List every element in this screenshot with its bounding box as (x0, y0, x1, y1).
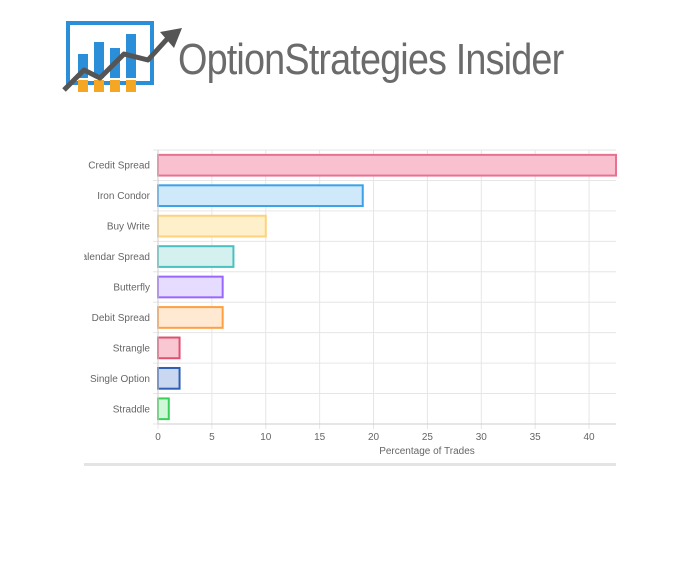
bar-iron-condor (157, 184, 364, 208)
bar-butterfly (157, 275, 224, 299)
bar-straddle (157, 397, 170, 421)
brand-name-1: Option (178, 35, 285, 84)
category-label: Credit Spread (88, 161, 150, 172)
chart-svg: 0 5 10 15 20 25 30 35 40 Credit Spread Iron Condor… (84, 149, 617, 457)
bar-credit-spread (157, 153, 617, 177)
x-tick-label: 15 (314, 432, 326, 443)
brand-wordmark: OptionStrategies Insider (178, 35, 564, 85)
category-label: Single Option (90, 374, 150, 385)
bar-calendar-spread (157, 245, 235, 268)
category-label: Straddle (113, 404, 151, 415)
x-tick-label: 10 (260, 432, 272, 443)
brand-logo: OptionStrategies Insider (60, 20, 650, 100)
bar-debit-spread (157, 306, 224, 329)
bar-single-option (157, 366, 181, 390)
category-label: Debit Spread (92, 313, 150, 324)
x-tick-label: 35 (530, 432, 542, 443)
category-label: Butterfly (113, 283, 150, 294)
x-axis-title: Percentage of Trades (379, 446, 475, 457)
bar-chart: 0 5 10 15 20 25 30 35 40 Credit Spread Iron Condor… (84, 140, 618, 470)
brand-name-2: Strategies (284, 35, 447, 84)
logo-chart-icon (62, 21, 182, 92)
x-tick-label: 0 (155, 432, 161, 443)
category-label: Buy Write (107, 222, 151, 233)
x-tick-label: 25 (422, 432, 434, 443)
category-label: Iron Condor (97, 191, 150, 202)
category-label: Strangle (113, 343, 151, 354)
x-tick-label: 5 (209, 432, 215, 443)
brand-name-3: Insider (455, 35, 564, 84)
bar-strangle (157, 336, 181, 360)
bar-buy-write (157, 214, 267, 238)
x-tick-label: 20 (368, 432, 380, 443)
x-tick-label: 30 (476, 432, 488, 443)
bottom-divider (84, 463, 616, 466)
category-label: Calendar Spread (84, 252, 150, 263)
x-tick-label: 40 (583, 432, 595, 443)
